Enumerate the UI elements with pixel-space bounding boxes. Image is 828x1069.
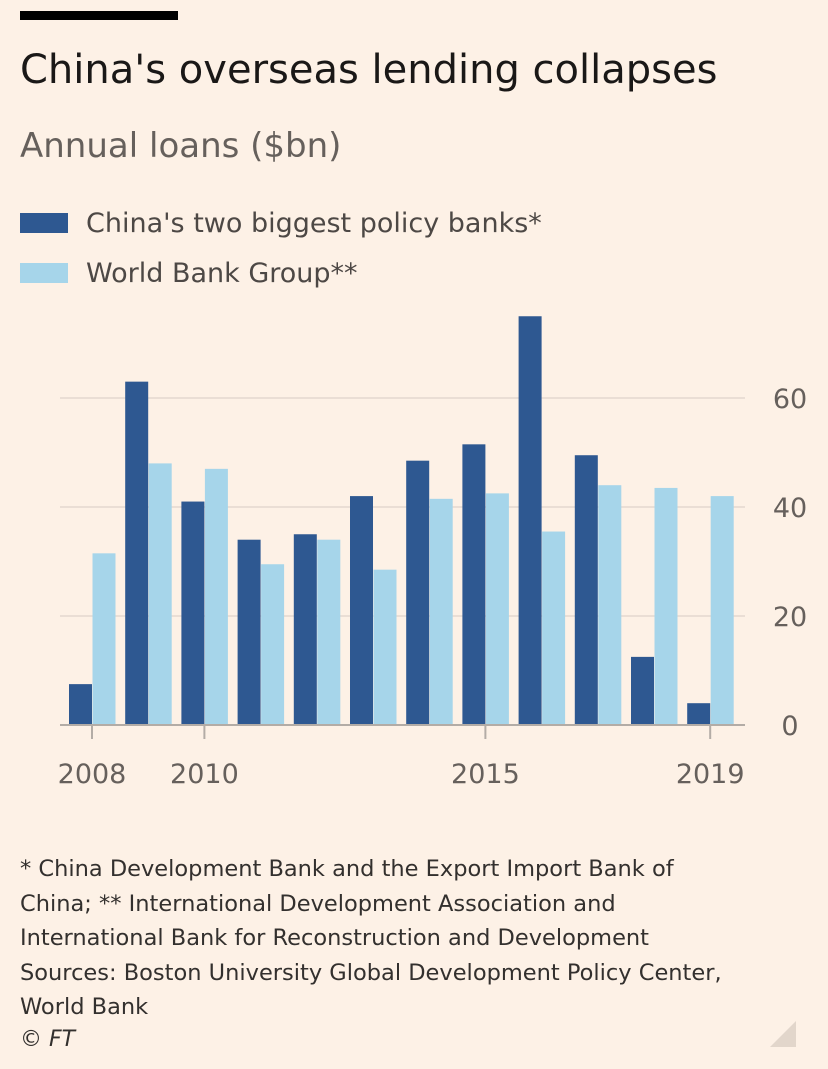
resize-corner-icon (770, 1021, 796, 1047)
legend-label-china-banks: China's two biggest policy banks* (86, 207, 542, 239)
bar-china-banks (293, 534, 317, 725)
bar-world-bank (654, 487, 678, 725)
x-tick-label: 2010 (170, 759, 239, 790)
ft-brand-bar (20, 11, 178, 20)
bar-world-bank (598, 485, 622, 725)
chart-title: China's overseas lending collapses (20, 47, 718, 93)
bar-world-bank (542, 531, 566, 725)
bar-china-banks (237, 539, 261, 725)
bar-world-bank (485, 493, 509, 725)
sources-line: Sources: Boston University Global Develo… (20, 959, 722, 986)
y-tick-label: 60 (773, 384, 807, 415)
sources-line: World Bank (20, 994, 149, 1020)
legend-swatch-world-bank (20, 263, 68, 283)
legend-label-world-bank: World Bank Group** (86, 257, 358, 289)
x-tick-label: 2015 (451, 759, 520, 790)
bar-china-banks (462, 444, 486, 725)
chart-subtitle: Annual loans ($bn) (20, 126, 342, 166)
bar-world-bank (261, 564, 285, 725)
bar-world-bank (204, 468, 228, 725)
footnote-line: * China Development Bank and the Export … (20, 856, 674, 882)
legend-item-world-bank: World Bank Group** (20, 255, 358, 291)
x-tick-label: 2019 (676, 759, 745, 790)
legend-item-china-banks: China's two biggest policy banks* (20, 205, 542, 241)
bar-china-banks (69, 684, 92, 725)
footnote-line: China; ** International Development Asso… (20, 890, 616, 917)
bar-world-bank (317, 539, 341, 725)
ft-copyright: © FT (20, 1027, 76, 1052)
x-tick-label: 2008 (58, 759, 127, 790)
bar-chart: 0 20 40 60 2008 2010 2015 2019 (58, 316, 807, 790)
footnote-line: International Bank for Reconstruction an… (20, 925, 650, 951)
bar-china-banks (518, 316, 542, 725)
bar-world-bank (429, 498, 453, 725)
bar-china-banks (125, 381, 149, 725)
bar-world-bank (710, 496, 734, 725)
bar-world-bank (373, 569, 397, 725)
bar-china-banks (631, 656, 654, 725)
bar-world-bank (92, 553, 116, 725)
bar-world-bank (148, 463, 172, 725)
bar-china-banks (574, 455, 598, 725)
y-tick-label: 0 (781, 711, 798, 742)
y-tick-label: 20 (773, 602, 807, 633)
y-tick-label: 40 (773, 493, 807, 524)
bar-china-banks (350, 496, 373, 725)
legend-swatch-china-banks (20, 213, 68, 233)
bar-china-banks (406, 460, 430, 725)
bar-china-banks (687, 703, 711, 725)
bar-china-banks (181, 501, 205, 725)
footnotes: * China Development Bank and the Export … (20, 852, 810, 1025)
